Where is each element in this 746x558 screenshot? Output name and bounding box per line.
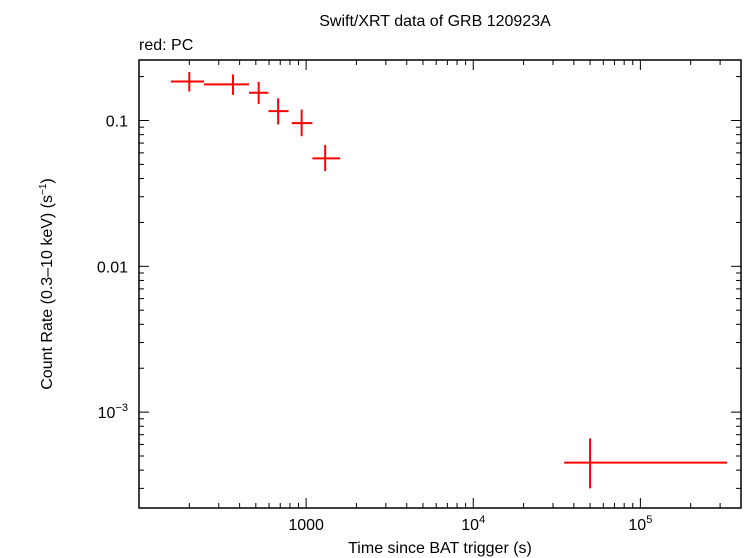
x-axis-label: Time since BAT trigger (s) xyxy=(348,540,532,557)
data-point xyxy=(312,144,341,172)
y-tick-label: 0.1 xyxy=(106,114,128,131)
y-axis-label-end: ) xyxy=(39,178,56,183)
x-tick-label: 105 xyxy=(628,514,652,534)
x-tick-labels: 1000 104 105 xyxy=(288,514,652,534)
data-point xyxy=(564,438,728,489)
x-tick-label: 1000 xyxy=(288,517,324,534)
y-tick-label: 10−3 xyxy=(98,402,128,422)
y-axis-label: Count Rate (0.3–10 keV) (s−1) xyxy=(38,178,56,390)
y-axis-label-sup: −1 xyxy=(38,183,49,195)
data-point xyxy=(291,109,313,137)
data-point xyxy=(248,81,269,104)
chart-subtitle: red: PC xyxy=(139,37,193,54)
data-points xyxy=(170,72,728,489)
y-axis-label-main: Count Rate (0.3–10 keV) (s xyxy=(39,195,56,390)
y-tick-labels: 0.1 0.01 10−3 xyxy=(97,114,128,423)
data-point xyxy=(170,72,205,92)
plot-frame xyxy=(138,59,742,509)
axis-ticks xyxy=(138,60,742,508)
chart-title: Swift/XRT data of GRB 120923A xyxy=(319,13,551,30)
x-tick-label: 104 xyxy=(461,514,485,534)
data-point xyxy=(268,98,289,125)
data-point xyxy=(204,74,249,95)
y-tick-label: 0.01 xyxy=(97,259,128,276)
